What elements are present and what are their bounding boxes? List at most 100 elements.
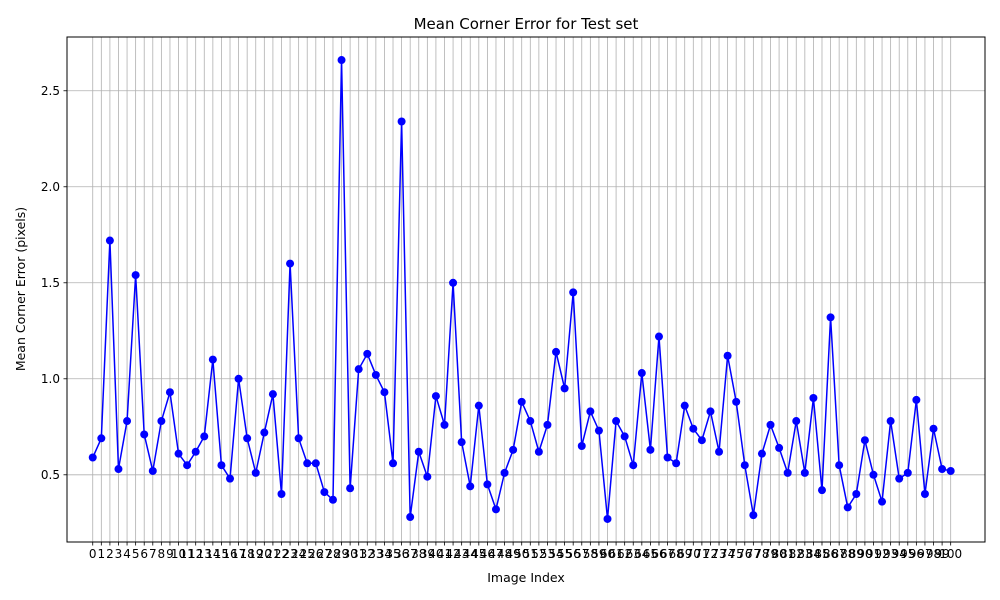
x-tick-label: 38 — [411, 547, 426, 561]
data-point — [406, 513, 415, 522]
x-tick-label: 18 — [240, 547, 255, 561]
x-tick-label: 84 — [806, 547, 821, 561]
x-tick-label: 86 — [823, 547, 838, 561]
x-tick-label: 45 — [471, 547, 486, 561]
data-point — [920, 489, 929, 498]
x-tick-label: 94 — [892, 547, 907, 561]
data-point — [672, 459, 681, 468]
data-point — [208, 355, 217, 364]
x-tick-label: 51 — [523, 547, 538, 561]
x-tick-label: 17 — [231, 547, 246, 561]
data-point — [243, 434, 252, 443]
x-tick-label: 95 — [900, 547, 915, 561]
data-point — [577, 441, 586, 450]
x-tick-label: 4 — [123, 547, 131, 561]
data-point — [732, 397, 741, 406]
x-tick-label: 90 — [857, 547, 872, 561]
x-tick-label: 71 — [694, 547, 709, 561]
x-tick-label: 37 — [403, 547, 418, 561]
data-point — [637, 369, 646, 378]
data-point — [860, 436, 869, 445]
x-tick-label: 91 — [866, 547, 881, 561]
plot-area-frame — [66, 36, 986, 543]
x-tick-label: 76 — [737, 547, 752, 561]
x-tick-label: 96 — [909, 547, 924, 561]
data-point — [148, 466, 157, 475]
x-tick-label: 50 — [514, 547, 529, 561]
x-tick-label: 30 — [342, 547, 357, 561]
data-point — [251, 468, 260, 477]
axis-ticks: 0 1 2 3 4 5 6 7 8 9101112131415161718192021222324… — [41, 84, 962, 561]
data-point — [157, 417, 166, 426]
data-point — [474, 401, 483, 410]
x-tick-label: 68 — [668, 547, 683, 561]
y-tick-label: 2.5 — [41, 84, 60, 98]
x-tick-label: 22 — [274, 547, 289, 561]
x-tick-label: 26 — [308, 547, 323, 561]
data-point — [757, 449, 766, 458]
x-tick-label: 20 — [257, 547, 272, 561]
x-tick-label: 73 — [711, 547, 726, 561]
series-points — [88, 56, 955, 523]
data-point — [689, 424, 698, 433]
data-point — [878, 497, 887, 506]
data-point — [165, 388, 174, 397]
x-tick-label: 35 — [385, 547, 400, 561]
data-point — [105, 236, 114, 245]
x-tick-label: 46 — [480, 547, 495, 561]
x-tick-label: 87 — [832, 547, 847, 561]
x-tick-label: 53 — [540, 547, 555, 561]
x-tick-label: 7 — [149, 547, 157, 561]
x-tick-label: 47 — [488, 547, 503, 561]
data-point — [371, 370, 380, 379]
x-tick-label: 19 — [248, 547, 263, 561]
data-point — [217, 461, 226, 470]
x-tick-label: 28 — [325, 547, 340, 561]
x-tick-label: 9 — [166, 547, 174, 561]
y-tick-label: 2.0 — [41, 180, 60, 194]
data-point — [800, 468, 809, 477]
data-point — [320, 488, 329, 497]
x-tick-label: 43 — [454, 547, 469, 561]
data-point — [174, 449, 183, 458]
x-tick-label: 10 — [171, 547, 186, 561]
data-point — [946, 466, 955, 475]
x-tick-label: 58 — [583, 547, 598, 561]
data-point — [869, 470, 878, 479]
data-point — [389, 459, 398, 468]
x-tick-label: 72 — [703, 547, 718, 561]
x-tick-label: 64 — [634, 547, 649, 561]
x-tick-label: 78 — [754, 547, 769, 561]
x-tick-label: 15 — [214, 547, 229, 561]
data-point — [654, 332, 663, 341]
x-tick-label: 39 — [420, 547, 435, 561]
x-tick-label: 23 — [282, 547, 297, 561]
x-tick-label: 0 — [89, 547, 97, 561]
x-tick-label: 13 — [197, 547, 212, 561]
data-point — [183, 461, 192, 470]
data-point — [629, 461, 638, 470]
x-tick-label: 70 — [686, 547, 701, 561]
data-point — [938, 465, 947, 474]
x-tick-label: 77 — [746, 547, 761, 561]
data-point — [363, 349, 372, 358]
chart-title: Mean Corner Error for Test set — [414, 15, 639, 33]
data-point — [440, 420, 449, 429]
data-point — [311, 459, 320, 468]
data-point — [852, 489, 861, 498]
x-tick-label: 2 — [106, 547, 114, 561]
x-tick-label: 49 — [505, 547, 520, 561]
x-tick-label: 3 — [115, 547, 123, 561]
data-point — [895, 474, 904, 483]
x-tick-label: 88 — [840, 547, 855, 561]
x-tick-label: 62 — [617, 547, 632, 561]
data-point — [397, 117, 406, 126]
x-tick-label: 55 — [557, 547, 572, 561]
x-axis-label: Image Index — [487, 570, 565, 585]
x-tick-label: 67 — [660, 547, 675, 561]
x-tick-label: 63 — [626, 547, 641, 561]
data-point — [792, 417, 801, 426]
x-tick-label: 6 — [140, 547, 148, 561]
data-point — [414, 447, 423, 456]
